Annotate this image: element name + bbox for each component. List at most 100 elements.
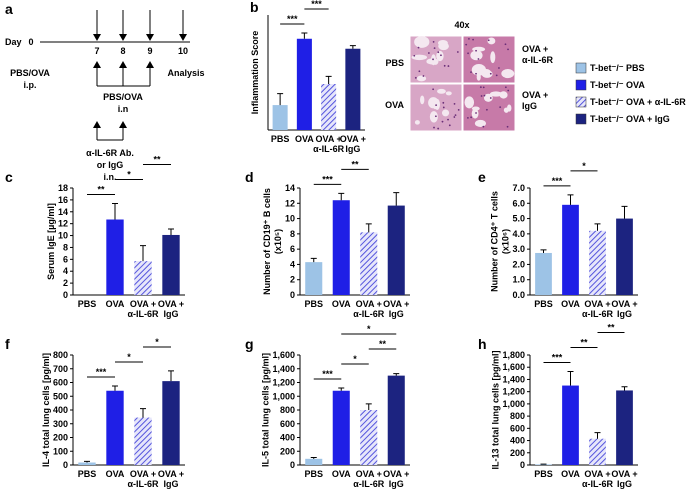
y-tick-label: 500: [53, 391, 68, 401]
airspace: [499, 91, 508, 99]
error-bar: [310, 257, 317, 263]
error-bar: [621, 205, 628, 219]
panel-label: d: [245, 169, 254, 185]
y-tick-label: 0.0: [512, 290, 525, 300]
airspace: [489, 91, 503, 97]
nucleus: [487, 39, 490, 42]
airspace: [445, 91, 452, 96]
y-axis-label: (x10⁶): [500, 229, 510, 254]
nucleus: [432, 40, 435, 43]
x-tick-label: IgG: [164, 479, 179, 489]
nucleus: [498, 67, 500, 69]
x-tick-label: OVA +: [130, 299, 156, 309]
panel-label: g: [245, 336, 254, 352]
magnification: 40x: [454, 20, 469, 30]
nucleus: [485, 108, 488, 111]
bar: [562, 385, 579, 465]
bar: [332, 200, 350, 295]
significance-label: ***: [552, 176, 563, 186]
bar: [162, 234, 180, 295]
significance-label: ***: [322, 174, 333, 184]
error-bar: [393, 192, 400, 206]
x-tick-label: PBS: [78, 469, 97, 479]
bar: [616, 218, 633, 295]
y-axis-label: Number of CD4⁺ T cells: [489, 191, 499, 292]
nucleus: [504, 43, 507, 46]
nucleus: [475, 49, 477, 52]
error-bar: [140, 408, 146, 418]
error-bar: [140, 245, 146, 262]
x-tick-label: IgG: [617, 479, 632, 489]
error-bar: [277, 93, 284, 106]
airspace: [490, 51, 496, 64]
error-bar: [365, 403, 372, 410]
error-bar: [349, 45, 356, 49]
y-axis-label: Number of CD19⁺ B cells: [262, 188, 272, 295]
error-bar: [310, 456, 317, 459]
significance-label: ***: [96, 367, 107, 377]
nucleus: [437, 127, 440, 130]
y-tick-label: 12: [285, 198, 295, 208]
x-tick-label: OVA +: [315, 134, 341, 144]
bar: [134, 417, 152, 465]
airspace: [501, 68, 515, 79]
airspace: [481, 70, 493, 78]
nucleus: [456, 51, 459, 53]
y-tick-label: 600: [280, 419, 295, 429]
legend-swatch: [575, 113, 587, 125]
legend-label: T-bet⁻/⁻ OVA: [590, 80, 645, 90]
y-tick-label: 200: [53, 433, 68, 443]
bar: [162, 381, 180, 465]
y-tick-label: 18: [58, 183, 68, 193]
nucleus: [422, 75, 425, 77]
airspace: [470, 50, 483, 61]
significance-label: *: [367, 324, 371, 334]
x-tick-label: OVA +: [584, 469, 610, 479]
timeline: a Day 0 7 8 9 10 PBS/OVA i.p. Analysis P…: [5, 1, 205, 182]
y-tick-label: 6: [290, 244, 295, 254]
airspace: [487, 37, 496, 45]
significance-label: **: [379, 339, 387, 349]
bar: [387, 375, 405, 465]
bar: [535, 252, 552, 295]
error-bar: [393, 373, 400, 376]
nucleus: [472, 38, 474, 41]
y-tick-label: 14: [58, 207, 68, 217]
error-bar: [325, 75, 332, 84]
y-tick-label: 4: [63, 266, 68, 276]
error-bar: [301, 32, 308, 39]
col-label: OVA +: [522, 90, 548, 100]
y-tick-label: 1,800: [502, 350, 525, 360]
day: 0: [28, 37, 33, 47]
airspace: [436, 50, 444, 62]
nucleus: [440, 54, 442, 57]
y-tick-label: 8: [63, 242, 68, 252]
error-bar: [567, 194, 574, 205]
x-tick-label: OVA +: [130, 469, 156, 479]
legend-swatch: [575, 96, 587, 108]
y-tick-label: 400: [280, 433, 295, 443]
legend-label: T-bet⁻/⁻ PBS: [590, 63, 645, 73]
nucleus: [443, 64, 446, 67]
y-tick-label: 0: [290, 290, 295, 300]
nucleus: [418, 70, 421, 73]
bar: [589, 438, 606, 465]
y-tick-label: 0: [520, 460, 525, 470]
y-tick-label: 300: [53, 419, 68, 429]
x-tick-label: IgG: [164, 309, 179, 319]
bar: [332, 390, 350, 465]
bar: [305, 262, 323, 295]
y-tick-label: 700: [53, 364, 68, 374]
error-bar: [540, 249, 547, 253]
x-tick-label: OVA +: [383, 469, 409, 479]
y-tick-label: 200: [510, 448, 525, 458]
x-tick-label: OVA +: [584, 299, 610, 309]
nucleus: [453, 116, 456, 118]
y-axis-label: (x10⁵): [273, 229, 283, 254]
nucleus: [427, 52, 430, 54]
significance-label: **: [580, 338, 588, 348]
x-tick-label: OVA: [106, 299, 125, 309]
bar-chart: h02004006008001,0001,2001,4001,6001,800I…: [478, 323, 638, 489]
